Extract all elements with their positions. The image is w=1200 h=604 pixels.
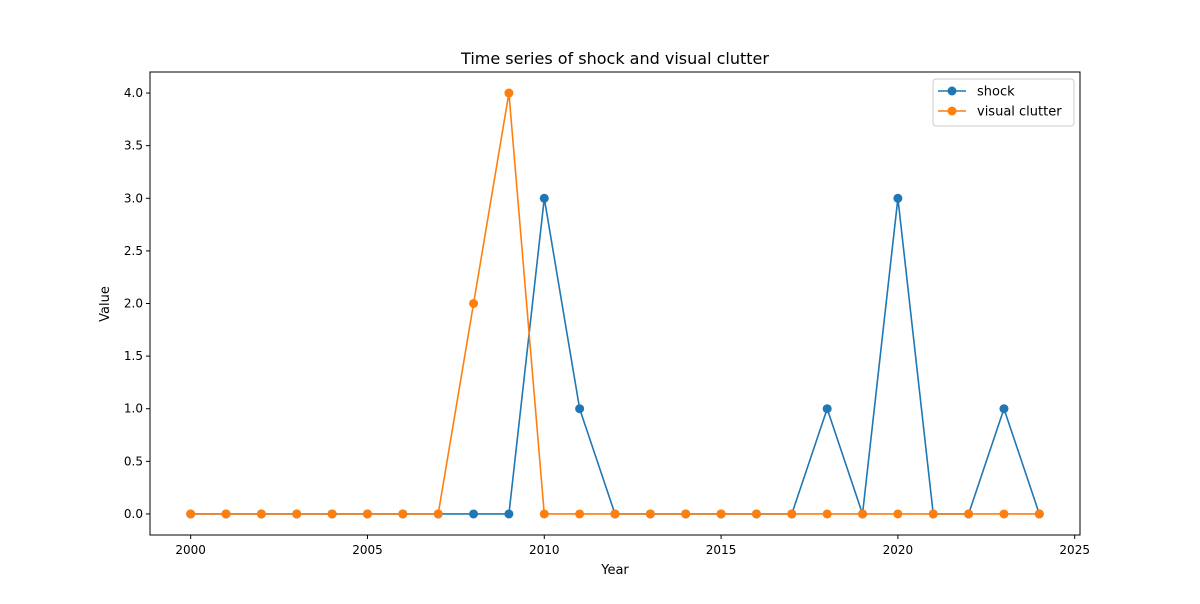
data-point-visual-clutter	[645, 509, 655, 519]
data-point-shock	[469, 509, 479, 519]
data-point-visual-clutter	[716, 509, 726, 519]
data-point-visual-clutter	[751, 509, 761, 519]
data-point-visual-clutter	[186, 509, 196, 519]
y-tick-label: 4.0	[124, 86, 143, 100]
y-tick-label: 1.0	[124, 402, 143, 416]
data-point-visual-clutter	[221, 509, 231, 519]
legend-box	[932, 78, 1075, 127]
data-point-shock	[575, 404, 585, 414]
legend-label-visual-clutter: visual clutter	[977, 105, 1062, 120]
data-point-visual-clutter	[787, 509, 797, 519]
data-point-visual-clutter	[681, 509, 691, 519]
data-point-visual-clutter	[504, 88, 514, 98]
data-point-visual-clutter	[858, 509, 868, 519]
legend-marker-visual-clutter	[947, 106, 957, 116]
legend-marker-shock	[947, 86, 957, 96]
data-point-visual-clutter	[893, 509, 903, 519]
data-point-visual-clutter	[469, 299, 479, 308]
y-tick-label: 3.5	[124, 139, 143, 153]
y-tick-label: 1.5	[124, 349, 143, 363]
data-point-visual-clutter	[610, 509, 620, 519]
data-point-shock	[504, 509, 514, 519]
x-axis: 2000 2005 2010 2015 2020 2025	[175, 535, 1090, 557]
x-tick-label: 2005	[352, 543, 383, 557]
y-tick-label: 2.5	[124, 244, 143, 258]
y-axis-label: Value	[98, 286, 113, 322]
x-tick-label: 2015	[706, 543, 737, 557]
data-point-shock	[539, 193, 549, 203]
data-point-shock	[822, 404, 832, 414]
x-tick-label: 2025	[1059, 543, 1090, 557]
x-tick-label: 2000	[175, 543, 206, 557]
data-point-visual-clutter	[327, 509, 337, 519]
data-point-visual-clutter	[999, 509, 1009, 519]
plot-frame	[149, 71, 1081, 536]
data-point-visual-clutter	[822, 509, 832, 519]
data-point-shock	[999, 404, 1009, 414]
legend-label-shock: shock	[977, 85, 1015, 100]
legend: shock visual clutter	[932, 78, 1075, 127]
x-tick-label: 2010	[529, 543, 560, 557]
x-tick-label: 2020	[883, 543, 914, 557]
data-point-visual-clutter	[256, 509, 266, 519]
chart-title: Time series of shock and visual clutter	[460, 49, 769, 68]
plot-area	[186, 88, 1044, 519]
y-tick-label: 2.0	[124, 297, 143, 311]
data-point-shock	[893, 193, 903, 203]
data-point-visual-clutter	[362, 509, 372, 519]
data-point-visual-clutter	[928, 509, 938, 519]
x-axis-label: Year	[600, 563, 629, 578]
data-point-visual-clutter	[433, 509, 443, 519]
y-tick-label: 0.0	[124, 507, 143, 521]
data-point-visual-clutter	[539, 509, 549, 519]
data-point-visual-clutter	[1034, 509, 1044, 519]
data-point-visual-clutter	[964, 509, 974, 519]
y-tick-label: 3.0	[124, 191, 143, 205]
y-axis: 0.0 0.5 1.0 1.5 2.0 2.5 3.0 3.5 4.0	[124, 86, 150, 521]
series-line-visual-clutter	[190, 92, 1040, 515]
data-point-visual-clutter	[575, 509, 585, 519]
series-line-shock	[190, 197, 1041, 515]
data-point-visual-clutter	[398, 509, 408, 519]
data-point-visual-clutter	[292, 509, 302, 519]
y-tick-label: 0.5	[124, 454, 143, 468]
